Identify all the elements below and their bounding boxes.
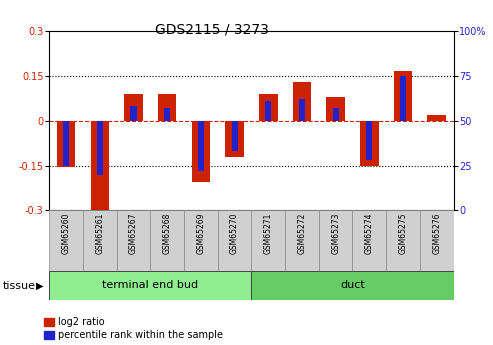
Text: tissue: tissue bbox=[2, 281, 35, 290]
Bar bbox=[319, 210, 352, 271]
Text: GSM65261: GSM65261 bbox=[95, 212, 105, 254]
Text: GSM65274: GSM65274 bbox=[365, 212, 374, 254]
Bar bbox=[251, 271, 454, 300]
Bar bbox=[225, 121, 244, 157]
Legend: log2 ratio, percentile rank within the sample: log2 ratio, percentile rank within the s… bbox=[44, 317, 223, 340]
Bar bbox=[366, 121, 372, 160]
Bar bbox=[184, 210, 218, 271]
Bar bbox=[352, 210, 386, 271]
Bar bbox=[285, 210, 319, 271]
Bar bbox=[400, 76, 406, 121]
Text: GSM65276: GSM65276 bbox=[432, 212, 441, 254]
Text: terminal end bud: terminal end bud bbox=[103, 280, 198, 290]
Bar bbox=[49, 271, 251, 300]
Bar bbox=[427, 115, 446, 121]
Text: GSM65273: GSM65273 bbox=[331, 212, 340, 254]
Text: duct: duct bbox=[340, 280, 365, 290]
Text: GSM65268: GSM65268 bbox=[163, 212, 172, 254]
Bar bbox=[97, 121, 103, 175]
Bar bbox=[394, 71, 412, 121]
Bar bbox=[420, 210, 454, 271]
Bar bbox=[164, 108, 170, 121]
Text: GDS2115 / 3273: GDS2115 / 3273 bbox=[155, 22, 269, 37]
Bar bbox=[158, 94, 176, 121]
Bar bbox=[192, 121, 210, 182]
Bar bbox=[218, 210, 251, 271]
Bar bbox=[131, 106, 137, 121]
Bar bbox=[293, 82, 311, 121]
Bar bbox=[333, 108, 339, 121]
Bar bbox=[386, 210, 420, 271]
Bar bbox=[326, 97, 345, 121]
Bar bbox=[83, 210, 117, 271]
Text: GSM65275: GSM65275 bbox=[398, 212, 408, 254]
Bar bbox=[63, 121, 69, 166]
Text: GSM65267: GSM65267 bbox=[129, 212, 138, 254]
Text: GSM65260: GSM65260 bbox=[62, 212, 70, 254]
Bar bbox=[57, 121, 75, 167]
Text: GSM65271: GSM65271 bbox=[264, 212, 273, 254]
Bar bbox=[117, 210, 150, 271]
Bar bbox=[49, 210, 83, 271]
Bar bbox=[265, 101, 271, 121]
Bar bbox=[232, 121, 238, 151]
Bar bbox=[124, 94, 143, 121]
Bar bbox=[91, 121, 109, 212]
Text: GSM65272: GSM65272 bbox=[297, 212, 307, 254]
Bar bbox=[198, 121, 204, 171]
Text: GSM65270: GSM65270 bbox=[230, 212, 239, 254]
Bar bbox=[299, 99, 305, 121]
Text: GSM65269: GSM65269 bbox=[196, 212, 206, 254]
Text: ▶: ▶ bbox=[36, 281, 43, 290]
Bar bbox=[251, 210, 285, 271]
Bar bbox=[259, 94, 278, 121]
Bar bbox=[150, 210, 184, 271]
Bar bbox=[360, 121, 379, 166]
